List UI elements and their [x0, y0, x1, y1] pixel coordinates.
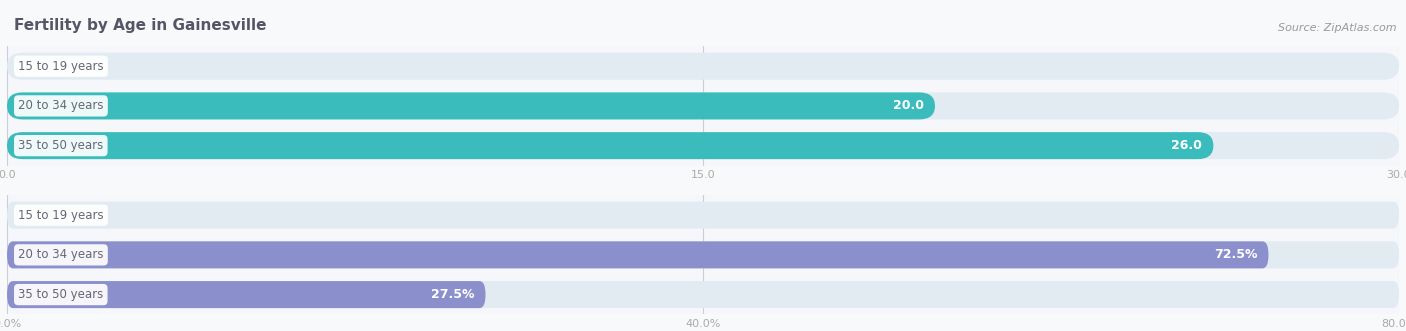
FancyBboxPatch shape: [7, 92, 1399, 119]
Text: 26.0: 26.0: [1171, 139, 1202, 152]
FancyBboxPatch shape: [7, 241, 1268, 268]
Text: 27.5%: 27.5%: [430, 288, 474, 301]
Text: 20 to 34 years: 20 to 34 years: [18, 99, 104, 113]
FancyBboxPatch shape: [7, 241, 1399, 268]
FancyBboxPatch shape: [7, 132, 1399, 159]
Text: 0.0%: 0.0%: [24, 209, 56, 222]
Text: 0.0: 0.0: [24, 60, 44, 73]
Text: 15 to 19 years: 15 to 19 years: [18, 209, 104, 222]
Text: 72.5%: 72.5%: [1213, 248, 1257, 261]
Text: 15 to 19 years: 15 to 19 years: [18, 60, 104, 73]
Text: Source: ZipAtlas.com: Source: ZipAtlas.com: [1278, 24, 1396, 33]
Text: 35 to 50 years: 35 to 50 years: [18, 288, 104, 301]
Text: Fertility by Age in Gainesville: Fertility by Age in Gainesville: [14, 19, 267, 33]
Text: 20 to 34 years: 20 to 34 years: [18, 248, 104, 261]
Text: 35 to 50 years: 35 to 50 years: [18, 139, 104, 152]
FancyBboxPatch shape: [7, 132, 1213, 159]
FancyBboxPatch shape: [7, 92, 935, 119]
FancyBboxPatch shape: [7, 202, 1399, 229]
FancyBboxPatch shape: [7, 281, 1399, 308]
FancyBboxPatch shape: [7, 281, 485, 308]
Text: 20.0: 20.0: [893, 99, 924, 113]
FancyBboxPatch shape: [7, 53, 1399, 80]
